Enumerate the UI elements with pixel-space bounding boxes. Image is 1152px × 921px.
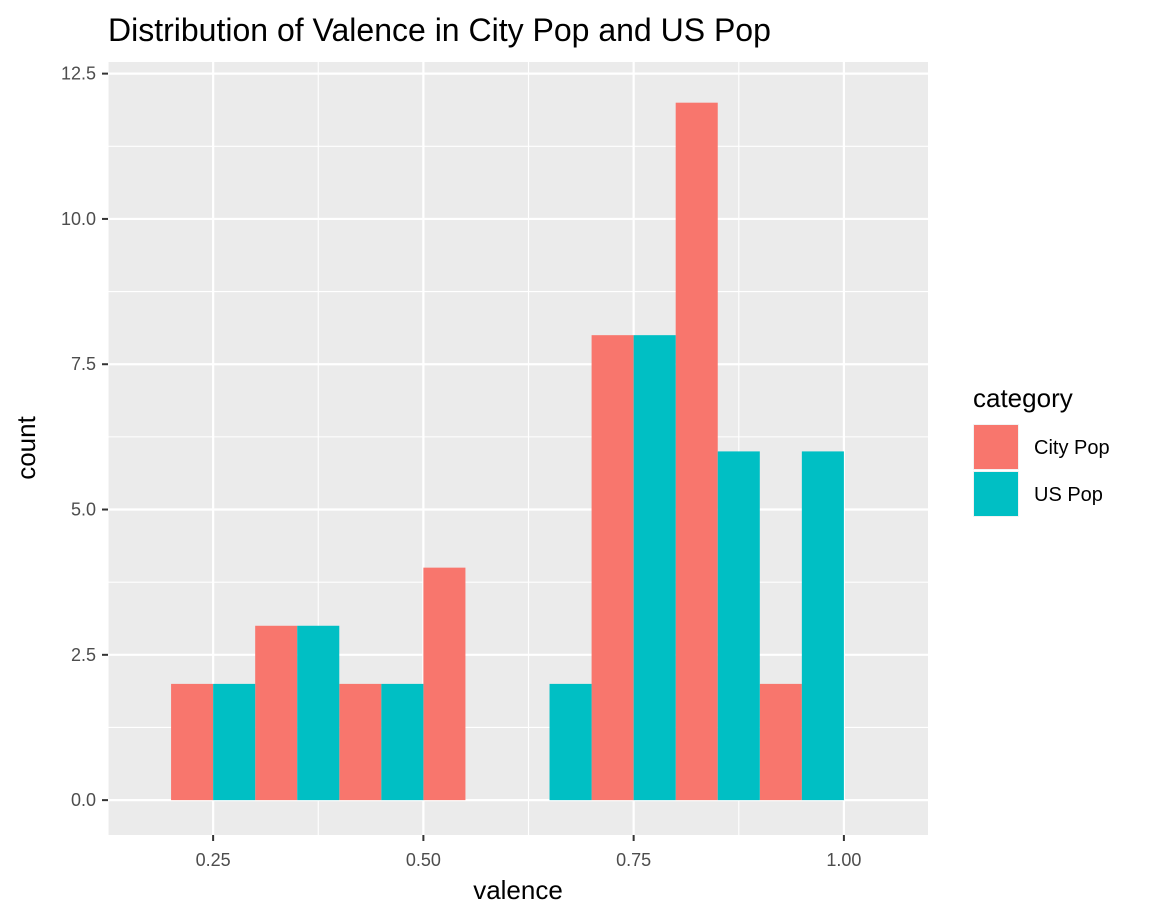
chart-title: Distribution of Valence in City Pop and … — [108, 12, 771, 48]
x-tick-label: 0.25 — [196, 850, 231, 870]
y-tick-label: 5.0 — [71, 500, 96, 520]
x-axis: 0.25 0.50 0.75 1.00 — [196, 835, 861, 870]
legend-swatch-city-pop — [974, 425, 1018, 469]
legend: category City Pop US Pop — [973, 383, 1110, 517]
bar-city-pop — [339, 683, 382, 801]
bar-us-pop — [213, 683, 256, 801]
bar-us-pop — [801, 451, 844, 801]
x-tick-label: 0.75 — [616, 850, 651, 870]
y-tick-label: 10.0 — [61, 209, 96, 229]
legend-label-city-pop: City Pop — [1034, 437, 1110, 459]
y-tick-label: 2.5 — [71, 645, 96, 665]
bar-city-pop — [255, 625, 298, 801]
legend-title: category — [973, 383, 1073, 413]
bar-us-pop — [381, 683, 424, 801]
bar-city-pop — [675, 102, 718, 801]
y-axis-label: count — [11, 415, 41, 479]
bar-city-pop — [171, 683, 214, 801]
x-axis-label: valence — [473, 875, 563, 905]
bar-city-pop — [423, 567, 466, 801]
y-axis: 0.0 2.5 5.0 7.5 10.0 12.5 — [61, 64, 108, 810]
x-tick-label: 0.50 — [406, 850, 441, 870]
bar-city-pop — [591, 335, 634, 801]
bars — [171, 102, 844, 801]
legend-swatch-us-pop — [974, 472, 1018, 516]
y-tick-label: 12.5 — [61, 64, 96, 84]
legend-label-us-pop: US Pop — [1034, 484, 1103, 506]
bar-us-pop — [633, 335, 676, 801]
bar-us-pop — [297, 625, 340, 801]
y-tick-label: 7.5 — [71, 354, 96, 374]
bar-us-pop — [549, 683, 592, 801]
y-tick-label: 0.0 — [71, 790, 96, 810]
bar-city-pop — [759, 683, 802, 801]
bar-us-pop — [717, 451, 760, 801]
grid-minor — [107, 62, 928, 835]
x-tick-label: 1.00 — [826, 850, 861, 870]
